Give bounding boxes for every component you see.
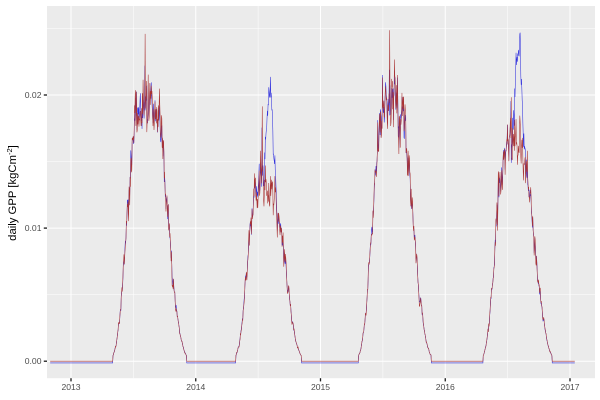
svg-text:2016: 2016 xyxy=(436,382,455,392)
svg-text:0.00: 0.00 xyxy=(25,356,42,366)
svg-text:0.01: 0.01 xyxy=(25,223,42,233)
svg-text:2013: 2013 xyxy=(61,382,80,392)
svg-text:2014: 2014 xyxy=(186,382,205,392)
svg-text:0.02: 0.02 xyxy=(25,90,42,100)
svg-text:daily GPP [kgCm-2]: daily GPP [kgCm-2] xyxy=(5,145,20,241)
svg-text:2017: 2017 xyxy=(560,382,579,392)
svg-text:2015: 2015 xyxy=(311,382,330,392)
